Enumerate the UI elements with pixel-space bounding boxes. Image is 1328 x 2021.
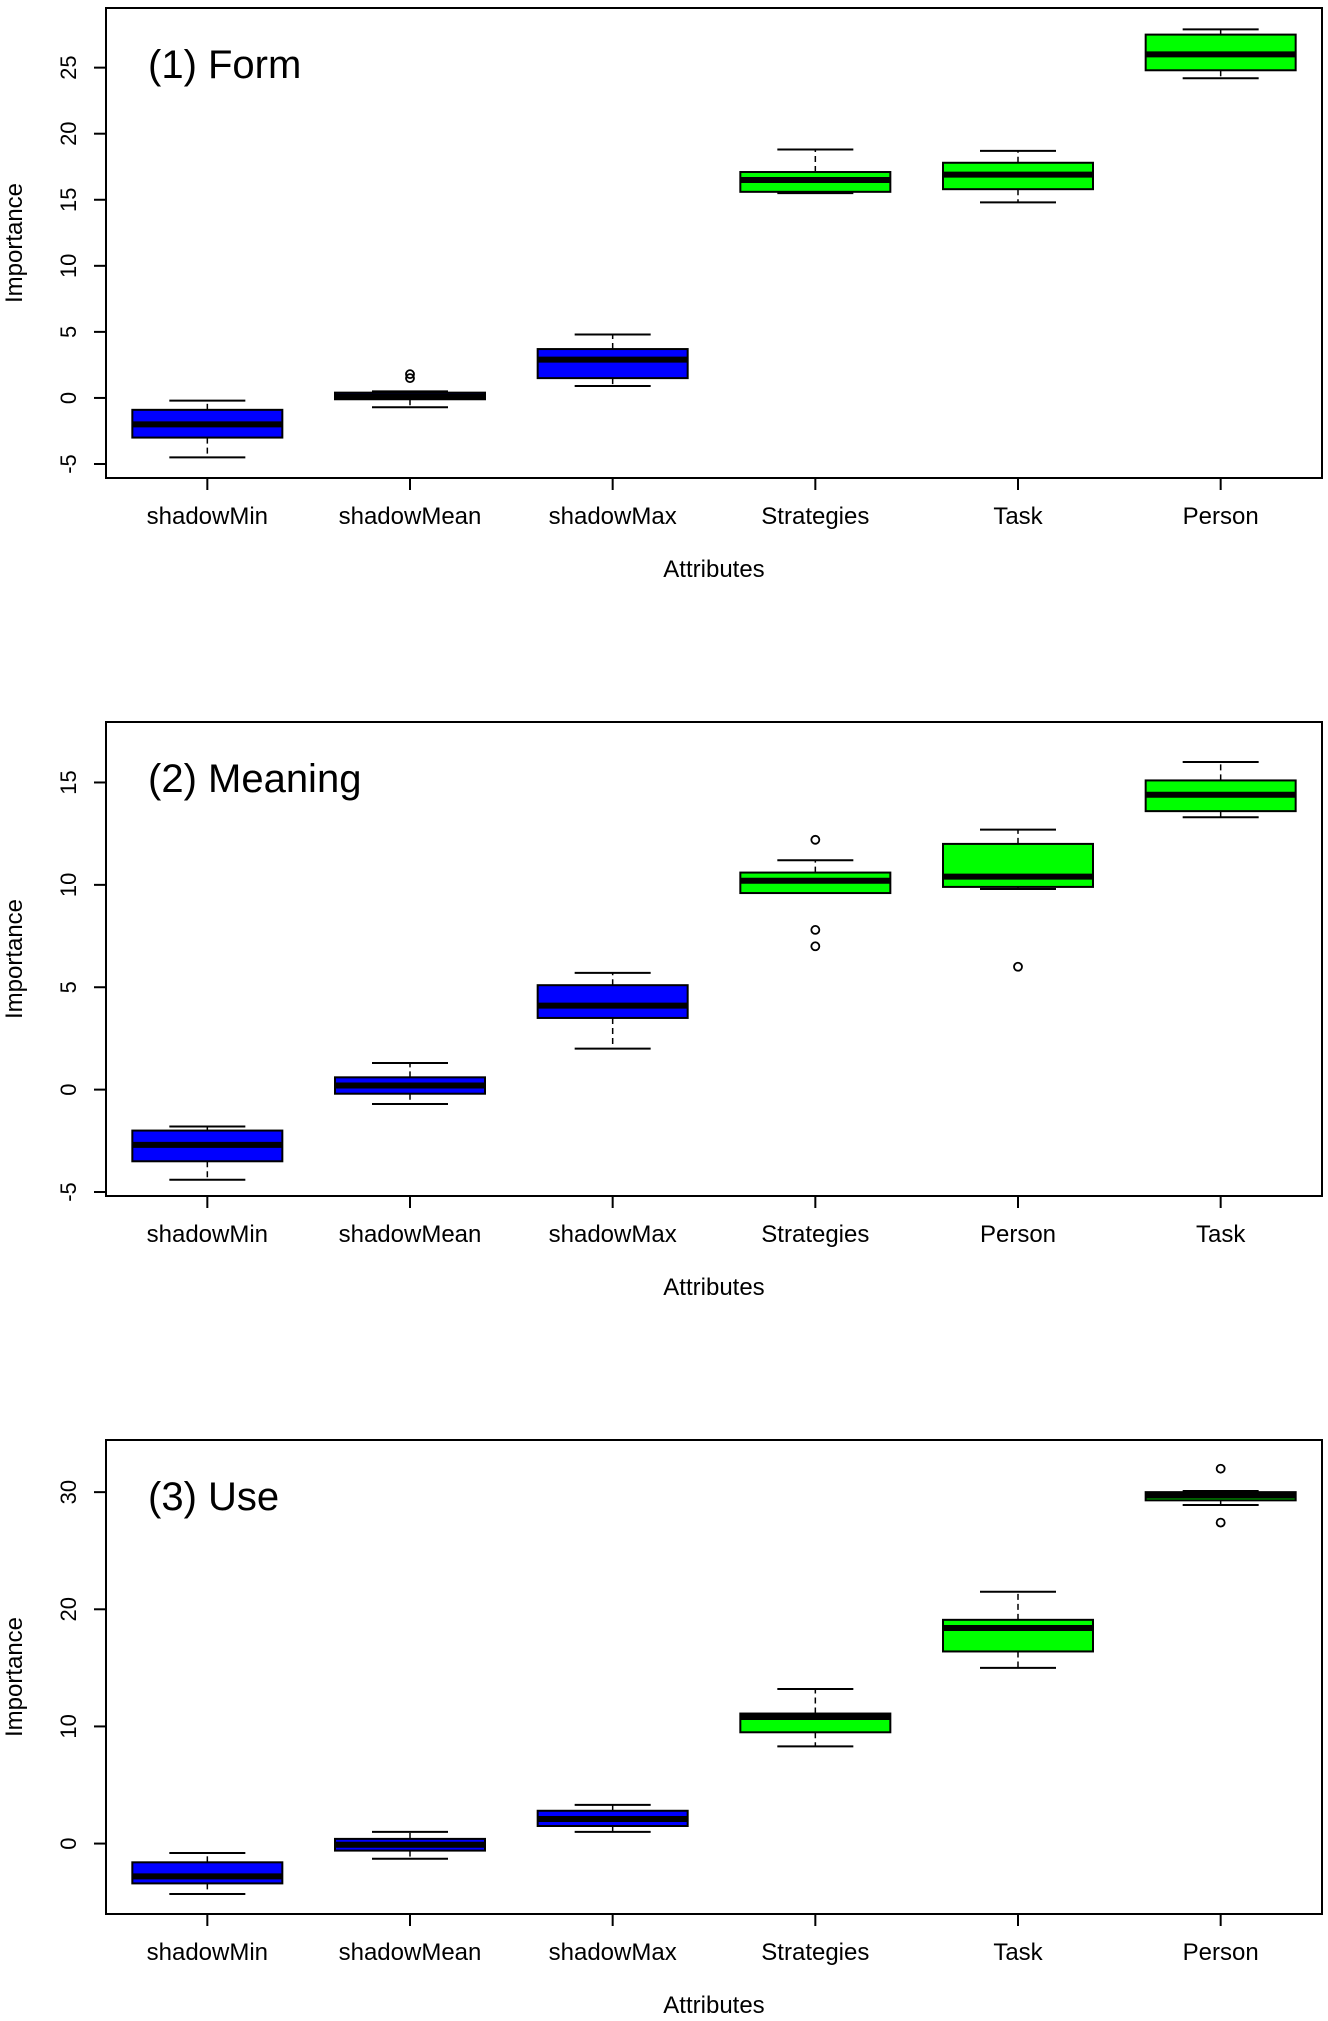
- x-tick-label: shadowMin: [147, 1939, 268, 1966]
- x-tick-label: shadowMin: [147, 503, 268, 530]
- y-tick-label: 0: [56, 392, 81, 404]
- panel-1: (1) Form -5 0 5 10 15 20 25 Importance shadowMin s…: [1, 7, 1323, 583]
- outlier-point: [1013, 961, 1023, 972]
- panel-title: (2) Meaning: [148, 757, 361, 801]
- x-tick-label: Person: [980, 1221, 1056, 1248]
- y-tick-label: 20: [56, 121, 81, 145]
- y-tick-label: 0: [56, 1837, 81, 1849]
- outlier-point: [1215, 1463, 1226, 1474]
- box-shadowMean: [334, 1830, 486, 1860]
- x-tick-label: shadowMean: [339, 503, 482, 530]
- x-tick-label: shadowMax: [549, 503, 677, 530]
- box-shadowMax: [536, 333, 689, 388]
- y-tick-label: -5: [56, 1182, 81, 1202]
- x-tick-label: Strategies: [761, 1221, 869, 1248]
- panel-2: (2) Meaning -5 0 5 10 15 Importance shadowMin sh…: [1, 721, 1323, 1301]
- box-Person: [1144, 28, 1297, 80]
- box-shadowMean: [334, 1062, 486, 1105]
- y-tick-label: 5: [56, 981, 81, 993]
- y-tick-label: 10: [56, 873, 81, 897]
- y-tick-label: 0: [56, 1083, 81, 1095]
- box-Task: [1144, 761, 1297, 819]
- y-axis-label: Importance: [1, 899, 28, 1019]
- box-iqr: [942, 842, 1094, 888]
- plot-frame: [105, 721, 1323, 1197]
- y-axis-label: Importance: [1, 183, 28, 303]
- y-tick-label: 10: [56, 1714, 81, 1738]
- x-axis-label: Attributes: [663, 556, 764, 583]
- box-iqr: [536, 348, 689, 380]
- x-axis-label: Attributes: [663, 1274, 764, 1301]
- box-shadowMean: [334, 369, 486, 409]
- outlier-point: [810, 941, 821, 952]
- y-tick-label: 5: [56, 326, 81, 338]
- y-tick-label: 30: [56, 1480, 81, 1504]
- x-tick-label: Strategies: [761, 503, 869, 530]
- box-shadowMax: [536, 1803, 689, 1833]
- y-tick-label: 10: [56, 254, 81, 278]
- x-tick-label: Task: [1196, 1221, 1246, 1248]
- box-shadowMin: [131, 1851, 284, 1895]
- panel-title: (1) Form: [148, 43, 301, 87]
- x-tick-label: shadowMean: [339, 1221, 482, 1248]
- outlier-point: [405, 373, 415, 384]
- box-shadowMax: [536, 971, 689, 1050]
- panel-3: (3) Use 0 10 20 30 Importance shadowMin shadowM…: [1, 1439, 1323, 2019]
- box-Person: [1144, 1463, 1297, 1528]
- x-tick-label: Strategies: [761, 1939, 869, 1966]
- x-tick-label: shadowMax: [549, 1221, 677, 1248]
- x-tick-label: Person: [1183, 1939, 1259, 1966]
- box-iqr: [536, 984, 689, 1019]
- plot-frame: [105, 1439, 1323, 1915]
- plot-frame: [105, 7, 1323, 479]
- x-axis-label: Attributes: [663, 1992, 764, 2019]
- box-Strategies: [739, 148, 892, 195]
- x-tick-label: Task: [993, 1939, 1043, 1966]
- outlier-point: [1215, 1517, 1226, 1528]
- outlier-point: [405, 369, 415, 380]
- box-Person: [942, 828, 1094, 972]
- x-tick-label: Person: [1183, 503, 1259, 530]
- box-shadowMin: [131, 399, 284, 459]
- box-Strategies: [739, 1687, 892, 1748]
- outlier-point: [810, 834, 821, 845]
- y-tick-label: 15: [56, 770, 81, 794]
- x-tick-label: Task: [993, 503, 1043, 530]
- y-tick-label: -5: [56, 454, 81, 474]
- x-tick-label: shadowMean: [339, 1939, 482, 1966]
- y-tick-label: 15: [56, 188, 81, 212]
- y-tick-label: 20: [56, 1597, 81, 1621]
- box-iqr: [131, 1861, 284, 1885]
- y-tick-label: 25: [56, 55, 81, 79]
- x-tick-label: shadowMax: [549, 1939, 677, 1966]
- box-Task: [942, 149, 1094, 204]
- box-Strategies: [739, 834, 892, 952]
- panel-title: (3) Use: [148, 1475, 279, 1519]
- x-tick-label: shadowMin: [147, 1221, 268, 1248]
- box-Task: [942, 1590, 1094, 1669]
- box-iqr: [942, 1618, 1094, 1653]
- box-shadowMin: [131, 1125, 284, 1181]
- outlier-point: [810, 925, 821, 935]
- y-axis-label: Importance: [1, 1617, 28, 1737]
